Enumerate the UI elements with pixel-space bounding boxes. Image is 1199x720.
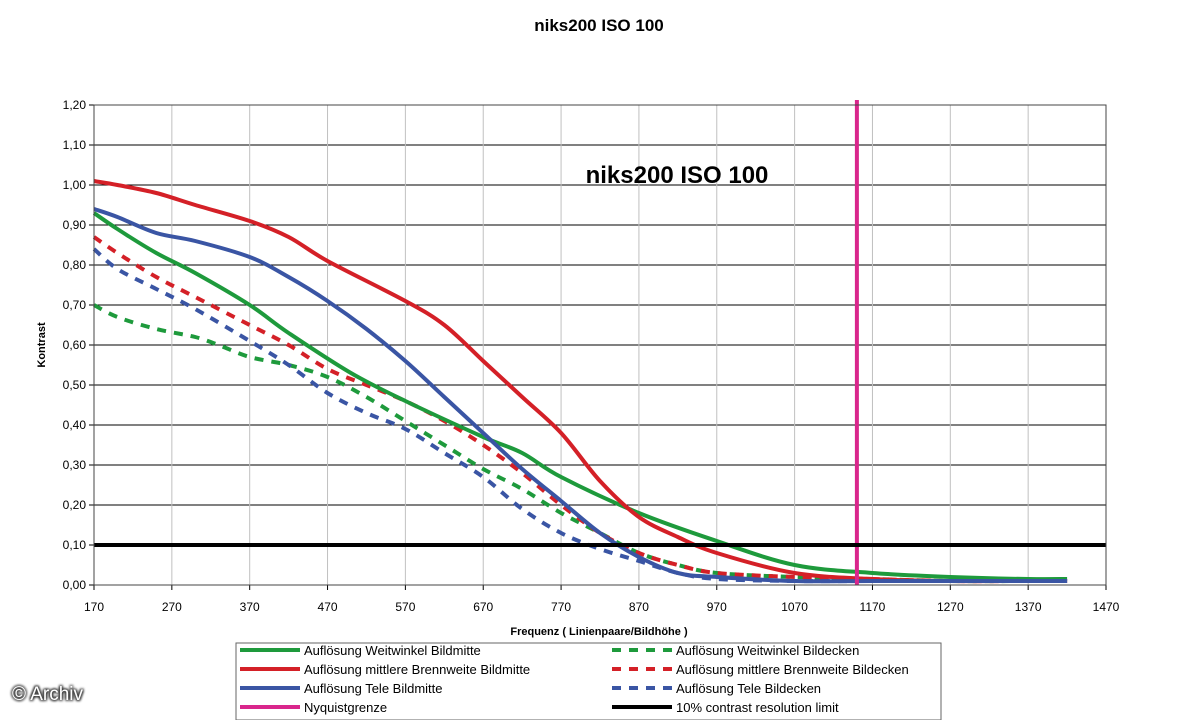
legend-label: Auflösung Weitwinkel Bildmitte bbox=[304, 643, 481, 658]
copyright-watermark: © Archiv bbox=[12, 684, 84, 705]
y-axis-ticks: 0,00 0,10 0,20 0,30 0,40 0,50 0,60 0,70 0,80 0,90… bbox=[63, 98, 94, 592]
series-line-3 bbox=[93, 179, 1068, 584]
x-tick-label: 170 bbox=[84, 600, 104, 614]
y-tick-label: 1,20 bbox=[63, 98, 87, 112]
legend-label: Auflösung Weitwinkel Bildecken bbox=[676, 643, 859, 658]
series-line-4 bbox=[92, 235, 1068, 584]
y-tick-label: 0,50 bbox=[63, 378, 87, 392]
reference-lines bbox=[94, 100, 1106, 585]
legend-label: 10% contrast resolution limit bbox=[676, 700, 839, 715]
series-line-1 bbox=[92, 211, 1068, 582]
x-tick-label: 870 bbox=[629, 600, 649, 614]
x-tick-label: 570 bbox=[395, 600, 415, 614]
x-axis-ticks: 170 270 370 470 570 670 770 870 970 1070 1170 1270 1… bbox=[84, 585, 1120, 614]
y-axis-label: Kontrast bbox=[36, 322, 48, 368]
legend-box bbox=[235, 642, 942, 720]
x-tick-label: 1470 bbox=[1093, 600, 1120, 614]
series-line-6 bbox=[92, 247, 1068, 584]
y-tick-label: 0,40 bbox=[63, 418, 87, 432]
y-tick-label: 0,10 bbox=[63, 538, 87, 552]
y-tick-label: 0,00 bbox=[63, 578, 87, 592]
x-tick-label: 270 bbox=[162, 600, 182, 614]
plot-frame bbox=[93, 104, 1107, 586]
legend: Auflösung Weitwinkel Bildmitte Auflösung … bbox=[235, 642, 942, 720]
y-tick-label: 0,90 bbox=[63, 218, 87, 232]
series-line-5 bbox=[93, 207, 1068, 584]
legend-label: Auflösung mittlere Brennweite Bildmitte bbox=[304, 662, 530, 677]
x-tick-label: 670 bbox=[473, 600, 493, 614]
x-tick-label: 1270 bbox=[937, 600, 964, 614]
series-lines bbox=[92, 179, 1068, 584]
inner-title: niks200 ISO 100 bbox=[586, 162, 769, 189]
x-axis-label: Frequenz ( Linienpaare/Bildhöhe ) bbox=[510, 626, 688, 638]
legend-label: Nyquistgrenze bbox=[304, 700, 387, 715]
y-tick-label: 0,80 bbox=[63, 258, 87, 272]
y-tick-label: 0,70 bbox=[63, 298, 87, 312]
x-tick-label: 1370 bbox=[1015, 600, 1042, 614]
x-tick-label: 370 bbox=[240, 600, 260, 614]
legend-label: Auflösung Tele Bildecken bbox=[676, 681, 821, 696]
x-tick-label: 1070 bbox=[781, 600, 808, 614]
x-tick-label: 770 bbox=[551, 600, 571, 614]
chart-title: niks200 ISO 100 bbox=[534, 16, 663, 35]
x-tick-label: 1170 bbox=[860, 600, 886, 614]
y-tick-label: 0,30 bbox=[63, 458, 87, 472]
y-tick-label: 1,00 bbox=[63, 178, 87, 192]
x-tick-label: 970 bbox=[707, 600, 727, 614]
y-tick-label: 0,60 bbox=[63, 338, 87, 352]
y-tick-label: 1,10 bbox=[63, 138, 87, 152]
x-tick-label: 470 bbox=[318, 600, 338, 614]
legend-label: Auflösung mittlere Brennweite Bildecken bbox=[676, 662, 909, 677]
legend-label: Auflösung Tele Bildmitte bbox=[304, 681, 443, 696]
y-tick-label: 0,20 bbox=[63, 498, 87, 512]
